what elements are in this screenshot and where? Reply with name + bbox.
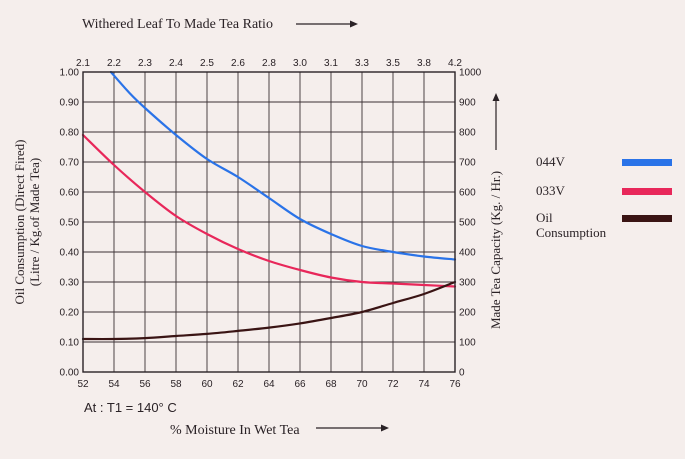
x-tick-label: 70: [356, 379, 368, 390]
right-tick-label: 700: [459, 158, 476, 169]
x-axis-arrow: [316, 424, 389, 432]
ticks: 52 54 56 58 60 62 64 66 68 70 72 74 76 2.1 2.2 2.3 2.4 2.…: [60, 58, 482, 390]
series-oil-consumption-line: [81, 280, 457, 341]
left-tick-label: 0.50: [60, 218, 80, 229]
left-tick-label: 0.10: [60, 338, 80, 349]
series-033v-line: [81, 133, 457, 288]
x-tick-label: 66: [294, 379, 306, 390]
legend-label-line2: Consumption: [536, 225, 607, 240]
left-tick-label: 0.40: [60, 248, 80, 259]
right-tick-label: 500: [459, 218, 476, 229]
legend-label: Oil: [536, 210, 553, 225]
right-tick-label: 0: [459, 368, 465, 379]
series-layer: [81, 70, 457, 341]
left-tick-label: 0.30: [60, 278, 80, 289]
top-tick-label: 2.5: [200, 58, 214, 69]
top-tick-label: 4.2: [448, 58, 462, 69]
legend-label: 033V: [536, 183, 566, 198]
x-tick-label: 72: [387, 379, 399, 390]
plot-frame: [82, 71, 456, 373]
series-044v-line: [109, 70, 457, 261]
right-tick-label: 800: [459, 128, 476, 139]
right-tick-label: 900: [459, 98, 476, 109]
right-tick-label: 200: [459, 308, 476, 319]
x-tick-label: 60: [201, 379, 213, 390]
top-tick-label: 3.5: [386, 58, 400, 69]
x-tick-label: 76: [449, 379, 461, 390]
temperature-note: At : T1 = 140° C: [84, 400, 177, 415]
left-axis-title-line1: Oil Consumption (Direct Fired): [12, 139, 27, 304]
top-tick-label: 2.1: [76, 58, 90, 69]
top-tick-label: 3.1: [324, 58, 338, 69]
legend-swatch: [622, 215, 672, 222]
x-tick-label: 58: [170, 379, 182, 390]
right-tick-label: 1000: [459, 68, 482, 79]
top-tick-label: 2.6: [231, 58, 245, 69]
right-tick-label: 100: [459, 338, 476, 349]
top-tick-label: 3.8: [417, 58, 431, 69]
left-tick-label: 0.70: [60, 158, 80, 169]
right-tick-label: 600: [459, 188, 476, 199]
top-tick-label: 2.8: [262, 58, 276, 69]
legend-label: 044V: [536, 154, 566, 169]
x-axis-title: % Moisture In Wet Tea: [170, 423, 300, 438]
x-tick-label: 52: [77, 379, 89, 390]
legend-swatch: [622, 188, 672, 195]
left-tick-label: 0.80: [60, 128, 80, 139]
right-axis-title: Made Tea Capacity (Kg. / Hr.): [488, 171, 503, 329]
x-tick-label: 64: [263, 379, 275, 390]
left-tick-label: 0.20: [60, 308, 80, 319]
top-tick-label: 2.4: [169, 58, 183, 69]
x-tick-label: 74: [418, 379, 430, 390]
legend-swatch: [622, 159, 672, 166]
grid: [83, 72, 455, 372]
right-axis-arrow: [492, 93, 500, 150]
top-axis-arrow: [296, 20, 358, 28]
left-tick-label: 0.00: [60, 368, 80, 379]
top-tick-label: 3.0: [293, 58, 307, 69]
x-tick-label: 68: [325, 379, 337, 390]
top-tick-label: 2.3: [138, 58, 152, 69]
left-tick-label: 1.00: [60, 68, 80, 79]
left-tick-label: 0.60: [60, 188, 80, 199]
left-axis-title-line2: (Litre / Kg.of Made Tea): [27, 158, 42, 286]
left-tick-label: 0.90: [60, 98, 80, 109]
x-tick-label: 54: [108, 379, 120, 390]
x-tick-label: 62: [232, 379, 244, 390]
right-tick-label: 300: [459, 278, 476, 289]
right-tick-label: 400: [459, 248, 476, 259]
top-tick-label: 3.3: [355, 58, 369, 69]
x-tick-label: 56: [139, 379, 151, 390]
top-axis-title: Withered Leaf To Made Tea Ratio: [82, 17, 273, 32]
top-tick-label: 2.2: [107, 58, 121, 69]
